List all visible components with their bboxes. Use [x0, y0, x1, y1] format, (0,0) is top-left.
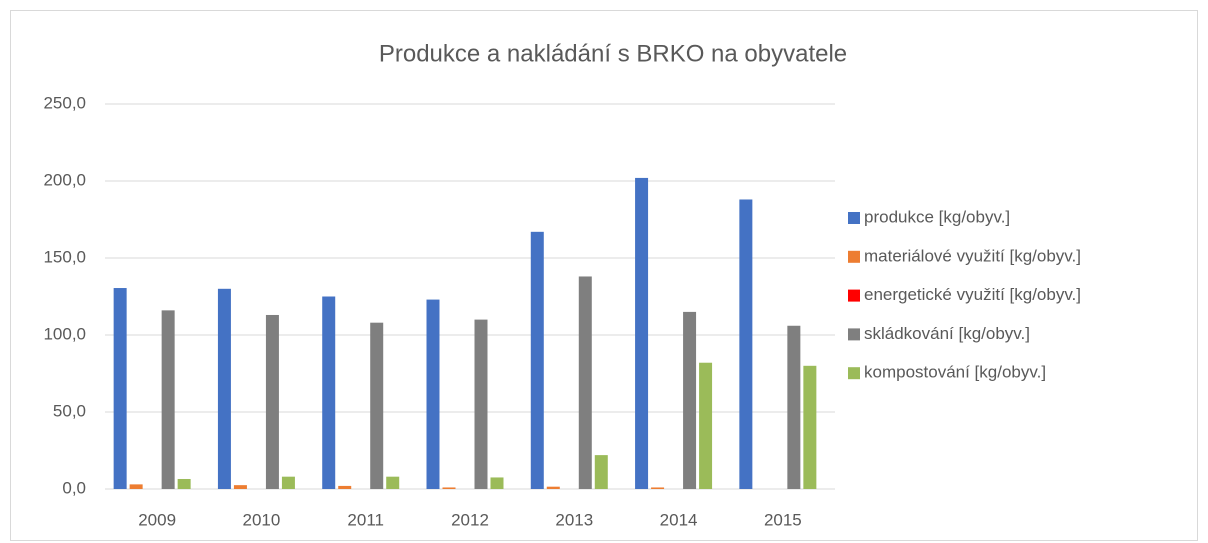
bar — [578, 276, 592, 489]
bar — [113, 288, 127, 489]
bar — [651, 487, 665, 489]
x-tick-label: 2014 — [660, 510, 698, 529]
legend-label: produkce [kg/obyv.] — [864, 207, 1010, 226]
legend-swatch — [848, 367, 860, 380]
legend-label: skládkování [kg/obyv.] — [864, 324, 1030, 343]
chart-title: Produkce a nakládání s BRKO na obyvatele — [379, 40, 847, 67]
x-tick-label: 2009 — [138, 510, 176, 529]
bar — [699, 362, 713, 489]
legend-swatch — [848, 328, 860, 341]
bar — [546, 486, 560, 489]
bar — [530, 231, 544, 489]
legend-label: kompostování [kg/obyv.] — [864, 363, 1046, 382]
y-tick-label: 100,0 — [43, 324, 86, 343]
bar — [594, 455, 608, 489]
bar — [177, 478, 191, 489]
bar — [442, 487, 456, 489]
legend-label: energetické využití [kg/obyv.] — [864, 285, 1081, 304]
bar — [233, 485, 247, 489]
bar — [386, 476, 400, 489]
bar — [161, 310, 175, 489]
bar — [490, 477, 504, 489]
legend-label: materiálové využití [kg/obyv.] — [864, 246, 1081, 265]
y-tick-label: 150,0 — [43, 247, 86, 266]
y-tick-label: 200,0 — [43, 170, 86, 189]
bar — [265, 314, 279, 489]
bar — [635, 177, 649, 490]
legend-swatch — [848, 250, 860, 263]
bar — [787, 325, 801, 489]
x-tick-label: 2013 — [555, 510, 593, 529]
bar — [370, 322, 384, 489]
legend-swatch — [848, 289, 860, 302]
bar — [129, 484, 143, 489]
x-tick-label: 2010 — [243, 510, 281, 529]
bar — [322, 296, 336, 489]
bar — [426, 299, 440, 489]
bar — [281, 476, 295, 489]
y-tick-label: 250,0 — [43, 93, 86, 112]
chart-frame — [10, 10, 1198, 541]
bar — [739, 199, 753, 490]
legend-swatch — [848, 212, 860, 224]
y-tick-label: 0,0 — [62, 478, 86, 497]
bar — [803, 365, 817, 489]
y-tick-label: 50,0 — [53, 401, 86, 420]
x-tick-label: 2015 — [764, 510, 802, 529]
x-tick-label: 2012 — [451, 510, 489, 529]
bar — [217, 288, 231, 489]
bar — [683, 311, 697, 489]
bar — [474, 319, 488, 489]
x-tick-label: 2011 — [347, 510, 384, 529]
bar — [338, 485, 352, 489]
